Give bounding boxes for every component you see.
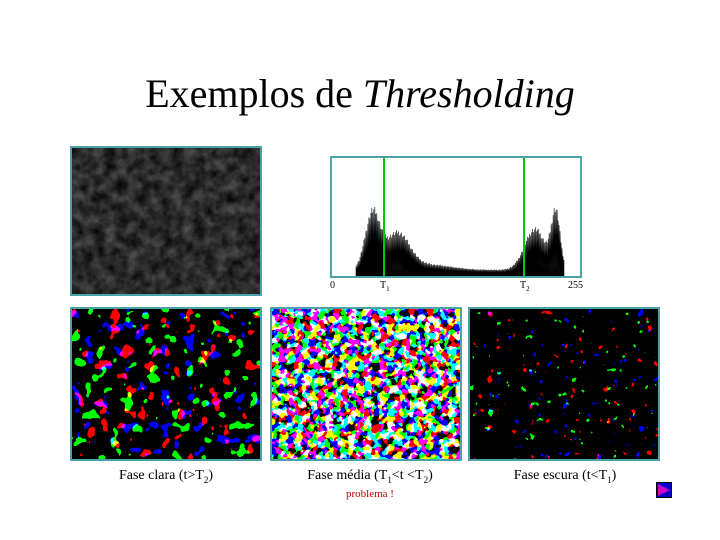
histogram-plot	[330, 156, 582, 278]
mid-phase-panel	[270, 307, 462, 461]
tick-max: 255	[568, 280, 583, 291]
caption-dark-phase: Fase escura (t<T1)	[513, 468, 617, 485]
caption-mid-phase: Fase média (T1<t <T2)	[307, 468, 433, 485]
original-micrograph	[70, 146, 262, 296]
tick-zero: 0	[330, 280, 335, 291]
title-emphasis: Thresholding	[362, 71, 575, 116]
next-slide-button[interactable]	[656, 482, 672, 498]
dark-phase-panel	[468, 307, 660, 461]
caption-light-phase: Fase clara (t>T2)	[118, 468, 214, 485]
tick-t1: T1	[380, 280, 390, 293]
play-triangle-icon	[658, 484, 670, 496]
slide-title: Exemplos de Thresholding	[0, 70, 720, 117]
light-phase-panel	[70, 307, 262, 461]
title-main: Exemplos de	[145, 71, 363, 116]
histogram-bars	[355, 206, 565, 277]
problem-note: problema !	[346, 488, 394, 500]
tick-t2: T2	[520, 280, 530, 293]
